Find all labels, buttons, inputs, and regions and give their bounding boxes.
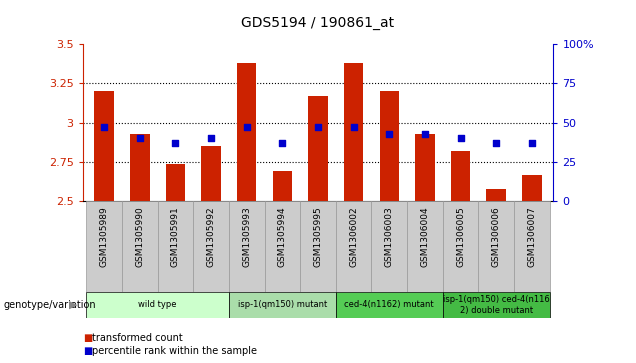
Point	[242, 125, 252, 130]
Text: percentile rank within the sample: percentile rank within the sample	[92, 346, 257, 356]
Bar	[336, 201, 371, 292]
Bar	[300, 201, 336, 292]
Bar	[94, 91, 114, 201]
Text: GSM1305992: GSM1305992	[207, 206, 216, 267]
Bar	[265, 201, 300, 292]
Bar	[443, 201, 478, 292]
Point	[277, 140, 287, 146]
Bar	[415, 134, 435, 201]
Text: GSM1305989: GSM1305989	[100, 206, 109, 267]
Bar	[273, 171, 292, 201]
Text: isp-1(qm150) mutant: isp-1(qm150) mutant	[238, 301, 327, 309]
Point	[420, 131, 430, 136]
Text: ■: ■	[83, 346, 92, 356]
Bar	[158, 201, 193, 292]
Text: ced-4(n1162) mutant: ced-4(n1162) mutant	[345, 301, 434, 309]
Text: GSM1306006: GSM1306006	[492, 206, 501, 267]
Bar	[201, 146, 221, 201]
Text: GSM1306004: GSM1306004	[420, 206, 429, 267]
Point	[491, 140, 501, 146]
Bar	[487, 189, 506, 201]
Bar	[86, 292, 229, 318]
Text: GSM1305991: GSM1305991	[171, 206, 180, 267]
Point	[527, 140, 537, 146]
Point	[99, 125, 109, 130]
Bar	[451, 151, 471, 201]
Point	[349, 125, 359, 130]
Point	[135, 135, 145, 141]
Bar	[443, 292, 550, 318]
Bar	[193, 201, 229, 292]
Text: GSM1305995: GSM1305995	[314, 206, 322, 267]
Bar	[344, 62, 363, 201]
Text: genotype/variation: genotype/variation	[3, 300, 96, 310]
Text: ■: ■	[83, 333, 92, 343]
Text: GSM1306005: GSM1306005	[456, 206, 465, 267]
Bar	[86, 201, 122, 292]
Bar	[237, 62, 256, 201]
Point	[313, 125, 323, 130]
Point	[170, 140, 181, 146]
Bar	[380, 91, 399, 201]
Point	[455, 135, 466, 141]
Point	[206, 135, 216, 141]
Bar	[478, 201, 514, 292]
Text: GSM1305990: GSM1305990	[135, 206, 144, 267]
Bar	[165, 164, 185, 201]
Bar	[407, 201, 443, 292]
Bar	[336, 292, 443, 318]
Text: GDS5194 / 190861_at: GDS5194 / 190861_at	[242, 16, 394, 30]
Text: GSM1305993: GSM1305993	[242, 206, 251, 267]
Text: isp-1(qm150) ced-4(n116
2) double mutant: isp-1(qm150) ced-4(n116 2) double mutant	[443, 295, 550, 315]
Point	[384, 131, 394, 136]
Text: wild type: wild type	[138, 301, 177, 309]
Bar	[122, 201, 158, 292]
Text: GSM1305994: GSM1305994	[278, 206, 287, 267]
Text: GSM1306007: GSM1306007	[527, 206, 536, 267]
Bar	[308, 96, 328, 201]
Bar	[371, 201, 407, 292]
Bar	[130, 134, 149, 201]
Bar	[522, 175, 542, 201]
Bar	[229, 292, 336, 318]
Text: transformed count: transformed count	[92, 333, 183, 343]
Text: GSM1306003: GSM1306003	[385, 206, 394, 267]
Text: GSM1306002: GSM1306002	[349, 206, 358, 267]
Bar	[229, 201, 265, 292]
Text: ▶: ▶	[69, 300, 77, 310]
Bar	[514, 201, 550, 292]
